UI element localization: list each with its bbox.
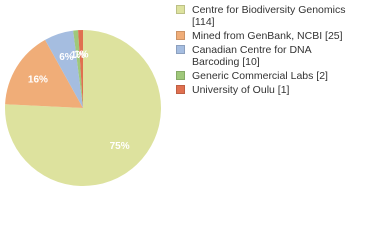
legend-swatch: [176, 5, 185, 14]
pie-slice: [5, 39, 83, 108]
legend-item: University of Oulu [1]: [174, 84, 374, 96]
legend-item: Generic Commercial Labs [2]: [174, 70, 374, 82]
pie-slice: [45, 30, 83, 108]
slice-label: 1%: [71, 50, 86, 61]
slice-label: 6%: [59, 52, 74, 63]
legend-label: Centre for Biodiversity Genomics [114]: [192, 4, 346, 28]
slice-label: 75%: [110, 141, 130, 152]
slice-label: 1%: [74, 50, 89, 61]
pie-slice: [78, 30, 83, 108]
legend-label: Canadian Centre for DNA Barcoding [10]: [192, 44, 312, 68]
legend-label: Generic Commercial Labs [2]: [192, 70, 328, 82]
legend-label: Mined from GenBank, NCBI [25]: [192, 30, 343, 42]
slice-label: 16%: [28, 75, 48, 86]
legend-swatch: [176, 45, 185, 54]
legend-label: University of Oulu [1]: [192, 84, 290, 96]
legend-swatch: [176, 85, 185, 94]
legend-item: Centre for Biodiversity Genomics [114]: [174, 4, 374, 28]
legend-swatch: [176, 31, 185, 40]
legend: Centre for Biodiversity Genomics [114] Mi…: [174, 4, 374, 98]
pie-slice: [73, 30, 83, 108]
legend-swatch: [176, 71, 185, 80]
legend-item: Canadian Centre for DNA Barcoding [10]: [174, 44, 374, 68]
legend-item: Mined from GenBank, NCBI [25]: [174, 30, 374, 42]
